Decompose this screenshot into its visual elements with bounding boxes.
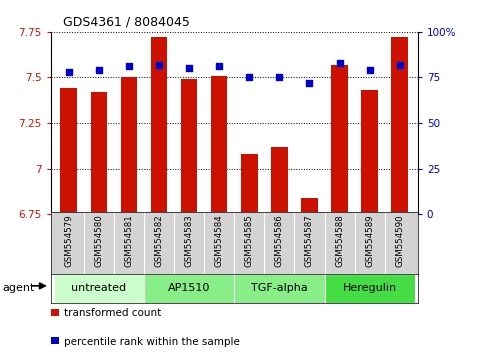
Text: transformed count: transformed count (64, 308, 161, 318)
Text: untreated: untreated (71, 283, 127, 293)
Text: GSM554581: GSM554581 (125, 214, 133, 267)
Bar (211, 76, 227, 214)
Bar (271, 147, 288, 214)
Point (245, 75, 253, 80)
Point (366, 67, 373, 73)
Point (65, 69, 72, 75)
Text: GSM554582: GSM554582 (155, 214, 164, 267)
Text: GSM554580: GSM554580 (94, 214, 103, 267)
Bar (144, 274, 234, 303)
Text: GSM554590: GSM554590 (395, 214, 404, 267)
Text: GSM554587: GSM554587 (305, 214, 314, 267)
Point (396, 62, 404, 68)
Bar (325, 274, 415, 303)
Text: GSM554588: GSM554588 (335, 214, 344, 267)
Bar (234, 274, 325, 303)
Text: agent: agent (2, 283, 35, 293)
Bar (121, 78, 137, 214)
Point (185, 65, 193, 71)
Point (215, 64, 223, 69)
Bar (60, 88, 77, 214)
Point (125, 64, 133, 69)
Point (275, 75, 283, 80)
Text: GSM554589: GSM554589 (365, 214, 374, 267)
Bar (361, 90, 378, 214)
Bar (181, 79, 198, 214)
Text: GSM554583: GSM554583 (185, 214, 194, 267)
Bar (391, 37, 408, 214)
Bar (241, 154, 257, 214)
Text: AP1510: AP1510 (168, 283, 210, 293)
Bar (91, 92, 107, 214)
Text: GSM554584: GSM554584 (215, 214, 224, 267)
Point (306, 80, 313, 86)
Point (95, 67, 103, 73)
Bar (301, 198, 318, 214)
Text: Heregulin: Heregulin (342, 283, 397, 293)
Text: GSM554586: GSM554586 (275, 214, 284, 267)
Bar (151, 37, 167, 214)
Bar (54, 274, 144, 303)
Point (155, 62, 163, 68)
Text: GSM554585: GSM554585 (245, 214, 254, 267)
Bar (331, 65, 348, 214)
Point (336, 60, 343, 66)
Text: TGF-alpha: TGF-alpha (251, 283, 308, 293)
Text: GDS4361 / 8084045: GDS4361 / 8084045 (63, 16, 190, 29)
Text: percentile rank within the sample: percentile rank within the sample (64, 337, 240, 347)
Text: GSM554579: GSM554579 (64, 214, 73, 267)
